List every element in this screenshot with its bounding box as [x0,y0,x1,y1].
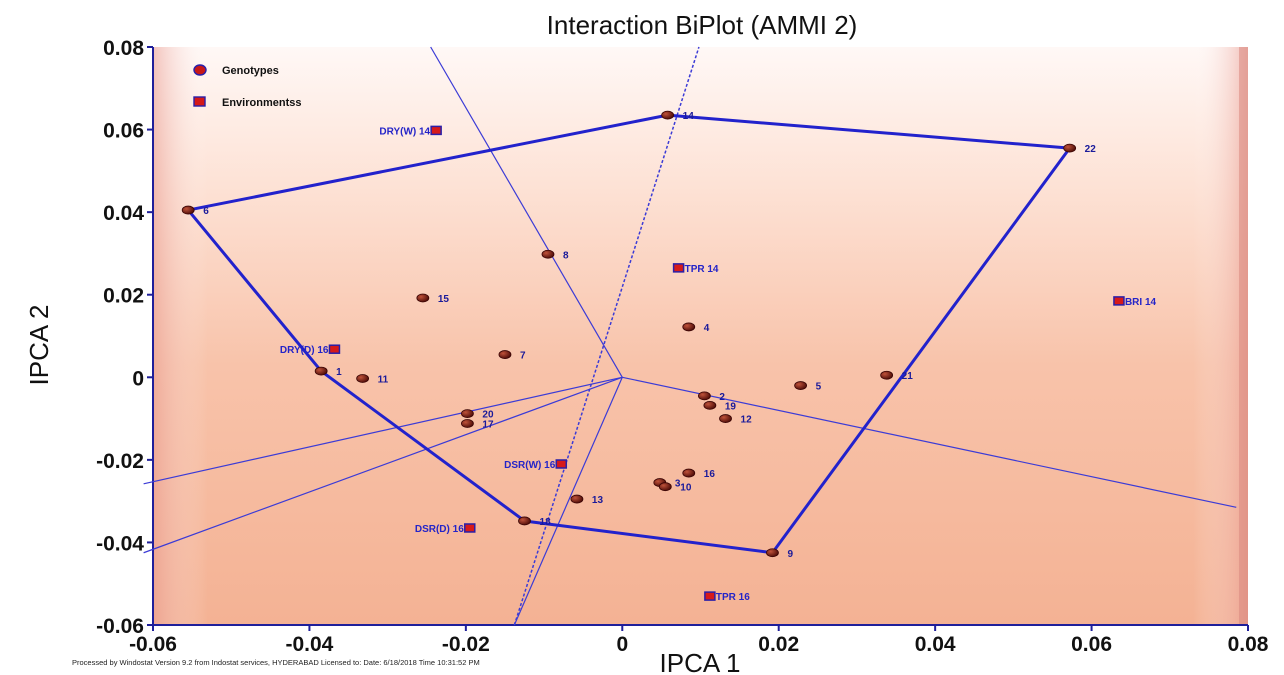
genotype-point [661,110,675,120]
genotype-label: 3 [675,479,681,490]
genotype-label: 14 [683,111,695,122]
genotype-point [682,322,696,332]
x-tick-label: 0.06 [1071,633,1112,656]
genotype-point [461,409,474,419]
environment-point [464,523,476,533]
genotype-point [682,468,696,478]
genotype-point [719,414,732,423]
sector-ray [513,377,623,626]
environment-label: TPR 16 [716,592,750,603]
y-axis-label: IPCA 2 [24,305,54,386]
genotype-point [518,516,531,526]
footer-text: Processed by Windostat Version 9.2 from … [72,658,480,667]
x-tick-label: 0.04 [915,633,956,656]
genotype-label: 2 [719,392,725,403]
genotype-point [181,205,195,215]
environment-label: DRY(D) 16 [280,345,329,356]
genotype-point [570,494,584,504]
genotype-point [658,482,672,492]
sector-rays [143,46,1237,626]
legend-genotypes-label: Genotypes [222,65,279,77]
genotype-label: 1 [336,367,342,378]
x-axis-label: IPCA 1 [660,648,741,675]
legend-environments-label: Environmentss [222,97,301,109]
sector-ray [143,376,623,554]
genotype-point [541,249,555,259]
y-tick-label: 0.02 [103,285,144,308]
y-tick-label: -0.06 [96,615,144,638]
sector-ray [430,46,623,378]
environment-label: TPR 14 [685,264,719,275]
genotype-label: 11 [378,375,389,386]
genotype-point [416,293,430,303]
y-tick-label: -0.02 [96,450,144,473]
environment-points: DRY(W) 14 TPR 14 BRI 14 DRY(D) 16 DSR(W) 16 D… [280,125,1157,603]
genotype-label: 4 [704,323,710,334]
genotype-label: 19 [725,401,737,412]
environment-label: BRI 14 [1125,297,1157,308]
genotype-label: 21 [902,371,914,382]
genotype-label: 17 [482,420,494,431]
sector-ray [622,376,1237,508]
y-tick-label: 0.06 [103,120,144,143]
environment-point [430,125,442,136]
genotype-point [880,370,894,380]
genotype-point [356,374,370,383]
genotype-label: 5 [816,382,822,393]
x-tick-label: -0.06 [129,633,177,656]
genotype-point [794,381,808,390]
genotype-label: 15 [438,294,450,305]
environment-label: DSR(W) 16 [504,460,556,471]
genotype-point [703,400,717,410]
genotype-label: 16 [704,469,716,480]
environment-label: DSR(D) 16 [415,524,464,535]
y-tick-label: 0.04 [103,202,144,225]
genotype-label: 13 [592,495,604,506]
genotype-label: 6 [203,206,209,217]
genotype-label: 12 [741,415,753,426]
axes: -0.06 -0.04 -0.02 0 0.02 0.04 0.06 0.08 0.08 0.06… [96,37,1269,656]
genotype-label: 10 [680,483,692,494]
environment-point [555,459,568,469]
environment-label: DRY(W) 14 [379,126,430,137]
y-tick-label: 0.08 [103,37,144,60]
environment-point [704,591,716,601]
x-tick-label: -0.02 [442,633,490,656]
genotype-point [314,366,328,376]
genotype-point [1063,143,1077,153]
environment-point [1113,296,1125,306]
sector-ray [143,376,623,485]
environment-point [672,263,685,273]
genotype-label: 20 [482,410,494,421]
genotype-label: 9 [787,549,793,560]
legend-environment-marker [193,96,206,107]
genotype-point [766,548,779,558]
y-tick-label: -0.04 [96,532,144,555]
genotype-label: 18 [540,517,552,528]
genotype-point [461,419,474,428]
x-tick-label: 0.02 [758,633,799,656]
genotype-point [698,391,711,401]
x-tick-label: 0 [616,633,628,656]
environment-point [328,344,341,354]
chart-title: Interaction BiPlot (AMMI 2) [547,10,858,40]
x-tick-label: -0.04 [285,633,333,656]
legend: Genotypes Environmentss [193,64,301,109]
genotype-label: 7 [520,351,526,362]
y-tick-label: 0 [132,367,144,390]
genotype-label: 8 [563,250,569,261]
genotype-point [498,350,512,359]
dashed-axis-line [513,46,700,626]
genotype-label: 22 [1085,144,1097,155]
legend-genotype-marker [193,64,207,76]
x-tick-label: 0.08 [1228,633,1269,656]
